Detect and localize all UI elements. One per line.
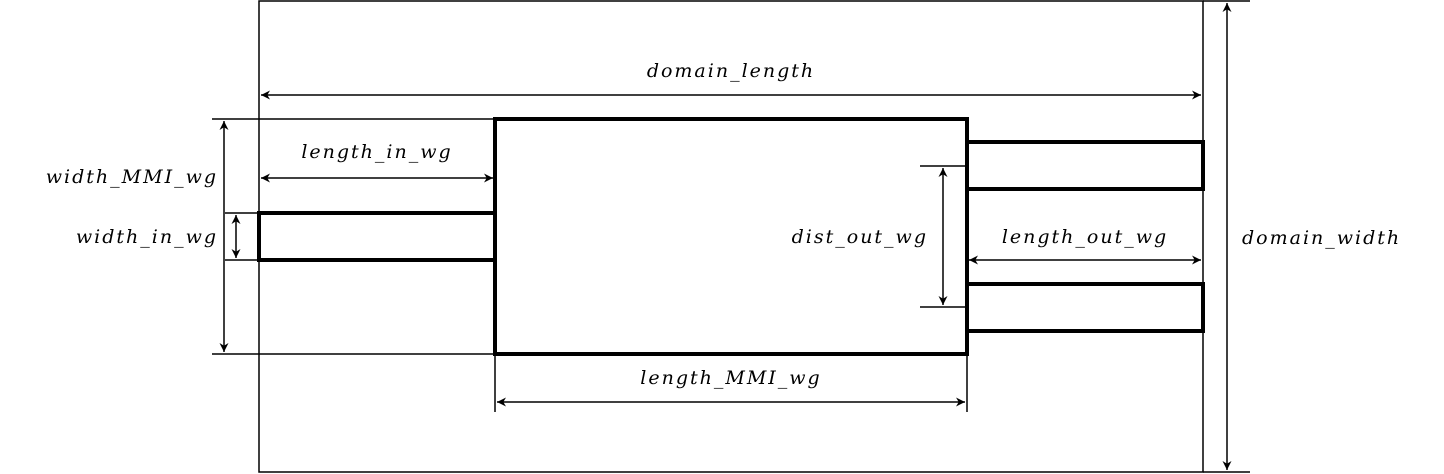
length-mmi-wg-label: length_MMI_wg	[640, 367, 821, 389]
input-waveguide	[257, 211, 497, 262]
length-out-wg-label: length_out_wg	[1002, 226, 1168, 248]
width-mmi-wg-label: width_MMI_wg	[46, 166, 218, 188]
extension-lines	[212, 0, 1250, 473]
dist-out-wg-label: dist_out_wg	[792, 226, 928, 248]
domain-width-label: domain_width	[1242, 227, 1401, 249]
mmi-waveguide	[493, 117, 969, 356]
width-in-wg-label: width_in_wg	[76, 226, 218, 248]
domain-length-label: domain_length	[647, 60, 815, 82]
output-waveguide-top	[965, 140, 1205, 191]
length-in-wg-label: length_in_wg	[301, 141, 452, 163]
output-waveguide-bottom	[965, 282, 1205, 333]
